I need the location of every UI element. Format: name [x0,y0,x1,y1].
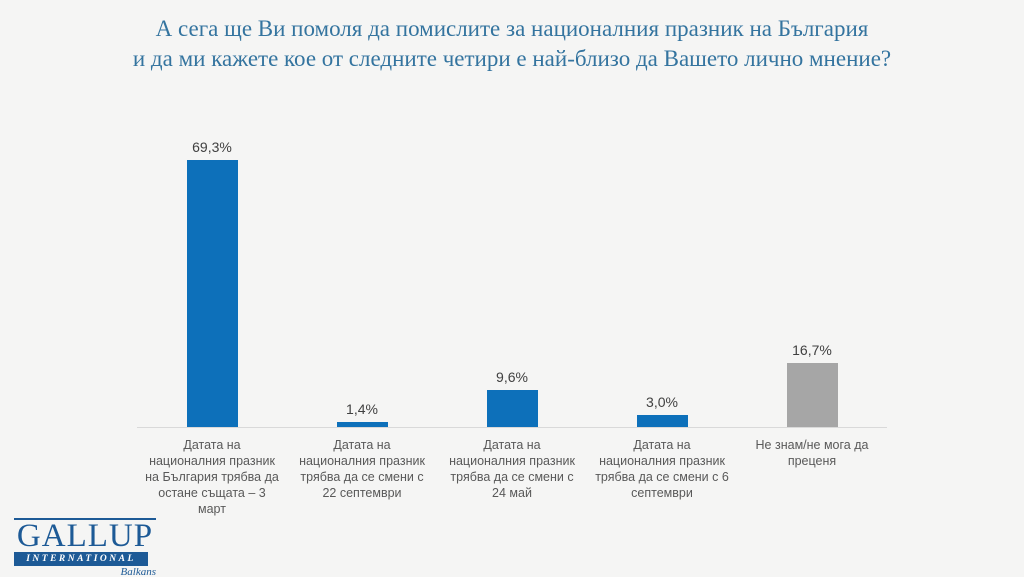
logo-international-text: INTERNATIONAL [26,554,136,564]
bar-value-label: 69,3% [192,139,232,155]
chart-title: А сега ще Ви помоля да помислите за наци… [0,14,1024,74]
bar-column: 69,3% [137,133,287,427]
chart-title-line2: и да ми кажете кое от следните четири е … [132,46,892,71]
plot-area: 69,3% 1,4% 9,6% 3,0% 16,7% [137,133,887,428]
category-label: Датата на националния празник трябва да … [449,438,575,500]
bar [336,422,388,427]
bar [186,160,238,427]
bar-column: 9,6% [437,133,587,427]
bar [786,363,838,427]
bar-column: 3,0% [587,133,737,427]
category-label: Не знам/не мога да преценя [755,438,869,468]
bar [486,390,538,427]
logo-international-bar: INTERNATIONAL [14,552,148,566]
bar-column: 16,7% [737,133,887,427]
bar-value-label: 1,4% [346,401,378,417]
bar-column: 1,4% [287,133,437,427]
logo-gallup-text: GALLUP [16,518,154,554]
bar-value-label: 16,7% [792,342,832,358]
logo-balkans-text: Balkans [120,566,156,577]
gallup-logo: GALLUP INTERNATIONAL Balkans [14,518,156,577]
category-axis: Датата на националния празник на Българи… [137,437,887,517]
category-label: Датата на националния празник на Българи… [145,438,279,516]
category-label: Датата на националния празник трябва да … [299,438,425,500]
logo-top-rule [14,518,156,520]
chart-title-line1: А сега ще Ви помоля да помислите за наци… [155,16,869,41]
bar [636,415,688,427]
bar-chart: 69,3% 1,4% 9,6% 3,0% 16,7% Датата на национа… [137,133,887,517]
bar-value-label: 3,0% [646,394,678,410]
category-label: Датата на националния празник трябва да … [595,438,729,500]
bar-value-label: 9,6% [496,369,528,385]
